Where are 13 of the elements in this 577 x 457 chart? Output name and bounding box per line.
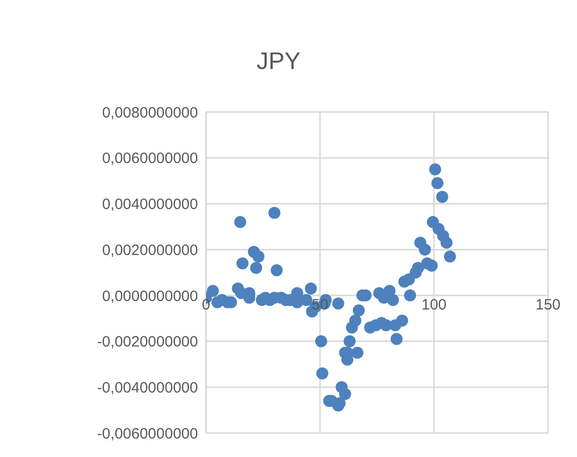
- y-tick-label: 0,0080000000: [102, 104, 198, 122]
- y-tick-label: -0,0040000000: [97, 379, 198, 396]
- chart-title: JPY: [255, 48, 302, 76]
- y-tick-label: 0,0020000000: [102, 242, 198, 259]
- x-tick-label: 0: [202, 296, 210, 314]
- y-tick-label: -0,0020000000: [97, 334, 198, 351]
- x-tick-label: 150: [535, 296, 561, 314]
- x-tick-label: 50: [312, 296, 328, 314]
- y-tick-label: 0,0060000000: [102, 150, 198, 168]
- y-tick-label: 0,0040000000: [102, 196, 198, 214]
- y-tick-label: 0,0000000000: [102, 288, 198, 305]
- y-tick-label: -0,0060000000: [97, 425, 198, 442]
- x-tick-label: 100: [421, 296, 447, 314]
